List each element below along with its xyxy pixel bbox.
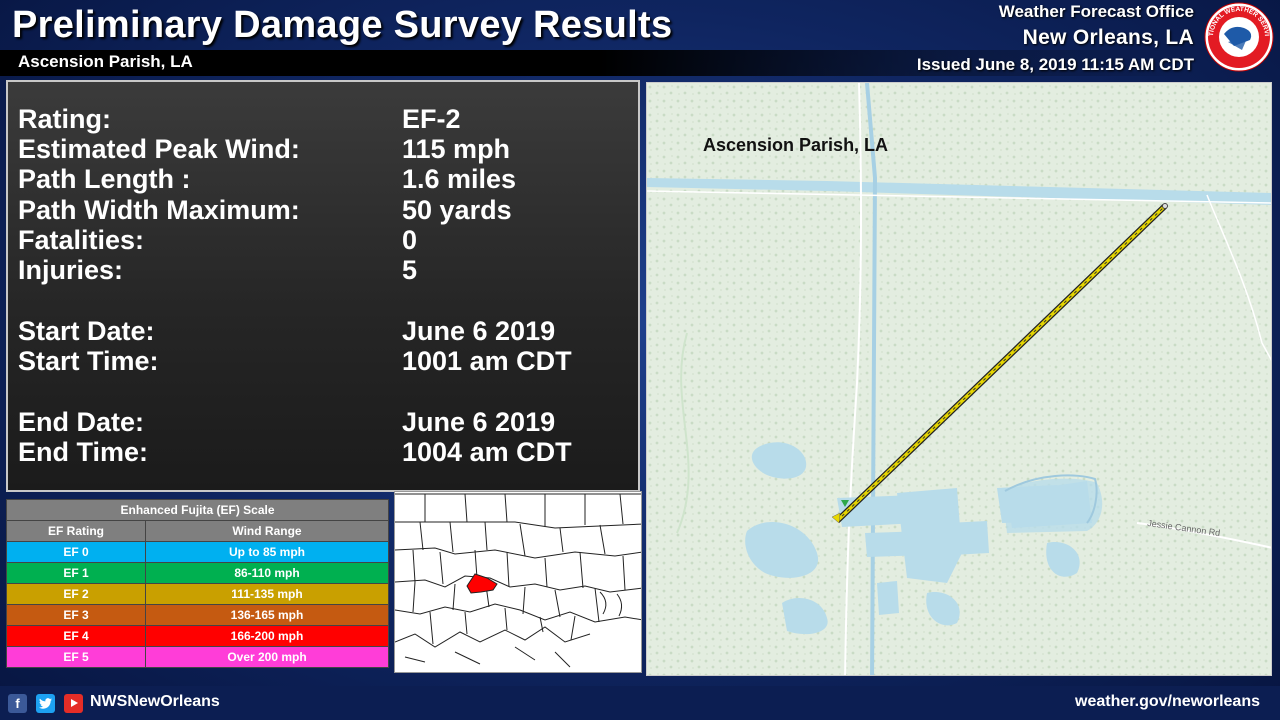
rating-value: EF-2 [402, 104, 461, 134]
tornado-track [831, 203, 1168, 524]
canal [647, 178, 1271, 205]
location-subtitle: Ascension Parish, LA [18, 52, 193, 71]
levee-road [647, 190, 1271, 204]
locator-map [394, 491, 642, 673]
table-row: EF 1 86-110 mph [6, 562, 389, 584]
start-date-value: June 6 2019 [402, 316, 556, 346]
ef-rating-cell: EF 5 [6, 646, 146, 668]
wind-range-cell: Over 200 mph [145, 646, 389, 668]
path-length-label: Path Length : [18, 164, 191, 194]
peak-wind-value: 115 mph [402, 134, 511, 164]
map-background [647, 83, 1271, 675]
ef-scale-header-row: EF Rating Wind Range [6, 520, 389, 542]
page-title: Preliminary Damage Survey Results [12, 4, 673, 46]
ascension-parish-highlight [466, 573, 498, 594]
ef-scale-title-row: Enhanced Fujita (EF) Scale [6, 499, 389, 521]
office-line-1: Weather Forecast Office [998, 2, 1194, 21]
injuries-label: Injuries: [18, 255, 124, 285]
ef-scale-table: Enhanced Fujita (EF) Scale EF Rating Win… [6, 499, 389, 668]
table-row: EF 3 136-165 mph [6, 604, 389, 626]
ef-rating-column-header: EF Rating [6, 520, 146, 542]
path-width-label: Path Width Maximum: [18, 195, 300, 225]
youtube-icon[interactable] [64, 694, 83, 713]
fatalities-value: 0 [402, 225, 418, 255]
wind-range-cell: 86-110 mph [145, 562, 389, 584]
wind-range-cell: 166-200 mph [145, 625, 389, 647]
ef-rating-cell: EF 0 [6, 541, 146, 563]
track-start-marker [841, 500, 849, 507]
twitter-icon[interactable] [36, 694, 55, 713]
ef-rating-cell: EF 4 [6, 625, 146, 647]
table-row: EF 4 166-200 mph [6, 625, 389, 647]
table-row: EF 5 Over 200 mph [6, 646, 389, 668]
issued-timestamp: Issued June 8, 2019 11:15 AM CDT [916, 55, 1194, 74]
subtitle-band [0, 50, 1200, 76]
track-end-marker [1162, 203, 1168, 209]
end-time-value: 1004 am CDT [402, 437, 572, 467]
start-date-label: Start Date: [18, 316, 155, 346]
wind-range-column-header: Wind Range [145, 520, 389, 542]
end-date-value: June 6 2019 [402, 407, 556, 437]
map-area-label: Ascension Parish, LA [703, 135, 889, 155]
highway-road [844, 83, 863, 675]
start-time-label: Start Time: [18, 346, 159, 376]
injuries-value: 5 [402, 255, 418, 285]
ef-rating-cell: EF 1 [6, 562, 146, 584]
office-info: Weather Forecast Office New Orleans, LA … [917, 2, 1194, 75]
facebook-icon[interactable]: f [8, 694, 27, 713]
table-row: EF 2 111-135 mph [6, 583, 389, 605]
website-link[interactable]: weather.gov/neworleans [1075, 693, 1260, 710]
peak-wind-label: Estimated Peak Wind: [18, 134, 300, 164]
social-handle[interactable]: NWSNewOrleans [90, 693, 220, 710]
wind-range-cell: Up to 85 mph [145, 541, 389, 563]
footer-bar: f NWSNewOrleans weather.gov/neworleans [0, 686, 1280, 720]
damage-path-map[interactable]: Ascension Parish, LA Jessie Cannon Rd [646, 82, 1272, 676]
ef-rating-cell: EF 2 [6, 583, 146, 605]
wind-range-cell: 111-135 mph [145, 583, 389, 605]
fatalities-label: Fatalities: [18, 225, 145, 255]
start-time-value: 1001 am CDT [402, 346, 572, 376]
table-row: EF 0 Up to 85 mph [6, 541, 389, 563]
ef-rating-cell: EF 3 [6, 604, 146, 626]
wind-range-cell: 136-165 mph [145, 604, 389, 626]
office-line-2: New Orleans, LA [1022, 26, 1194, 49]
end-date-label: End Date: [18, 407, 145, 437]
ef-scale-title: Enhanced Fujita (EF) Scale [6, 499, 389, 521]
path-width-value: 50 yards [402, 195, 512, 225]
end-time-label: End Time: [18, 437, 149, 467]
jessie-cannon-road [1136, 522, 1271, 549]
path-length-value: 1.6 miles [402, 164, 517, 194]
rating-label: Rating: [18, 104, 111, 134]
nws-logo-icon: NATIONAL WEATHER SERVICE [1204, 2, 1274, 72]
parish-outline-map [395, 493, 641, 668]
summary-panel: Rating: EF-2 Estimated Peak Wind: 115 mp… [6, 80, 640, 492]
